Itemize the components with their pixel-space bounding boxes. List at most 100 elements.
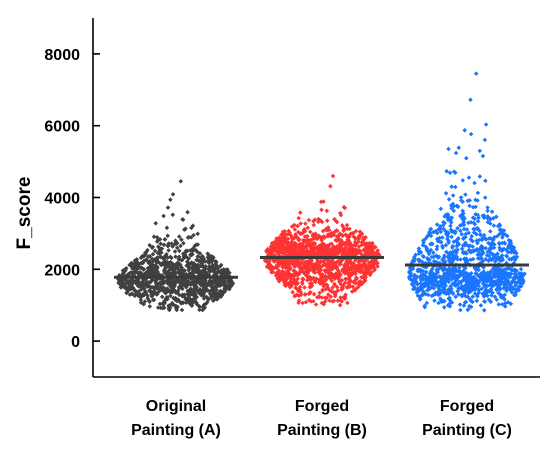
data-point xyxy=(335,298,341,303)
y-tick-label: 0 xyxy=(71,334,80,351)
data-point xyxy=(185,279,190,285)
data-point xyxy=(201,296,207,301)
data-point xyxy=(453,150,459,156)
data-point xyxy=(482,195,488,200)
data-point xyxy=(197,307,202,313)
data-point xyxy=(202,271,207,277)
data-point xyxy=(326,292,331,297)
data-point xyxy=(162,237,168,242)
data-point xyxy=(434,244,440,249)
data-point xyxy=(165,205,171,210)
data-point xyxy=(201,264,206,269)
data-point xyxy=(450,193,456,198)
data-point xyxy=(161,213,166,219)
data-point xyxy=(206,296,211,302)
data-point xyxy=(307,229,313,235)
data-point xyxy=(149,264,154,270)
data-point xyxy=(219,280,224,285)
data-point xyxy=(158,305,164,311)
data-point xyxy=(432,298,437,303)
data-point xyxy=(230,280,236,286)
data-point xyxy=(129,260,134,266)
data-point xyxy=(213,280,219,286)
data-point xyxy=(180,217,185,222)
y-tick-label: 4000 xyxy=(44,191,80,208)
data-point xyxy=(195,254,201,259)
data-point xyxy=(195,231,200,237)
data-point xyxy=(303,221,308,226)
data-point xyxy=(161,242,167,248)
data-point xyxy=(464,155,469,161)
data-point xyxy=(416,246,422,251)
data-point xyxy=(208,258,214,263)
data-point xyxy=(152,256,158,262)
data-point xyxy=(179,283,184,289)
data-point xyxy=(478,303,484,308)
data-point xyxy=(150,297,156,303)
data-point xyxy=(337,302,343,308)
data-point xyxy=(306,217,312,223)
data-point xyxy=(225,278,231,284)
data-point xyxy=(151,269,156,275)
data-point xyxy=(344,285,350,290)
data-point xyxy=(185,291,190,297)
data-point xyxy=(181,300,186,305)
data-point xyxy=(209,287,215,293)
data-point xyxy=(197,259,203,264)
data-point xyxy=(461,226,467,232)
data-point xyxy=(491,223,497,228)
data-point xyxy=(148,280,153,285)
data-point xyxy=(212,292,217,298)
data-point xyxy=(161,301,166,307)
data-point xyxy=(162,269,167,275)
data-point xyxy=(146,260,151,266)
data-point xyxy=(184,263,189,268)
category-label: Painting (C) xyxy=(422,422,512,439)
data-point xyxy=(163,265,169,271)
data-point xyxy=(459,246,465,252)
data-point xyxy=(324,208,330,214)
data-point xyxy=(205,288,211,293)
data-point xyxy=(173,254,178,259)
data-point xyxy=(313,302,319,307)
data-point xyxy=(306,297,312,303)
category-label: Forged xyxy=(440,398,494,415)
y-axis-title: F_score xyxy=(14,177,35,250)
data-point xyxy=(472,180,477,186)
data-point xyxy=(202,281,207,287)
data-point xyxy=(322,268,327,273)
data-point xyxy=(190,268,196,274)
data-point xyxy=(489,209,495,214)
data-point xyxy=(446,146,451,152)
data-point xyxy=(159,294,165,300)
data-point xyxy=(188,286,193,292)
data-point xyxy=(482,137,488,143)
data-point xyxy=(300,300,305,306)
data-point xyxy=(194,257,199,263)
x-categories: Original Painting (A) Forged Painting (B) Fo… xyxy=(131,398,512,439)
data-point xyxy=(467,203,472,209)
data-point xyxy=(157,301,163,307)
data-point xyxy=(303,299,309,305)
data-point xyxy=(345,300,350,306)
data-point xyxy=(338,295,343,300)
y-tick-label: 2000 xyxy=(44,262,80,279)
data-point xyxy=(483,178,488,184)
data-point xyxy=(185,288,190,294)
data-point xyxy=(474,298,480,304)
data-point xyxy=(170,212,176,218)
data-point xyxy=(302,285,307,290)
data-point xyxy=(187,301,193,306)
data-point xyxy=(166,248,171,253)
data-point xyxy=(146,298,152,303)
category-label: Painting (A) xyxy=(131,422,221,439)
data-point xyxy=(141,259,146,265)
data-point xyxy=(440,235,445,240)
data-point xyxy=(477,174,483,179)
data-point xyxy=(217,292,222,298)
data-point xyxy=(495,251,500,257)
data-point xyxy=(488,229,493,234)
data-point xyxy=(132,288,138,294)
data-point xyxy=(482,299,488,304)
category-label: Painting (B) xyxy=(277,422,367,439)
